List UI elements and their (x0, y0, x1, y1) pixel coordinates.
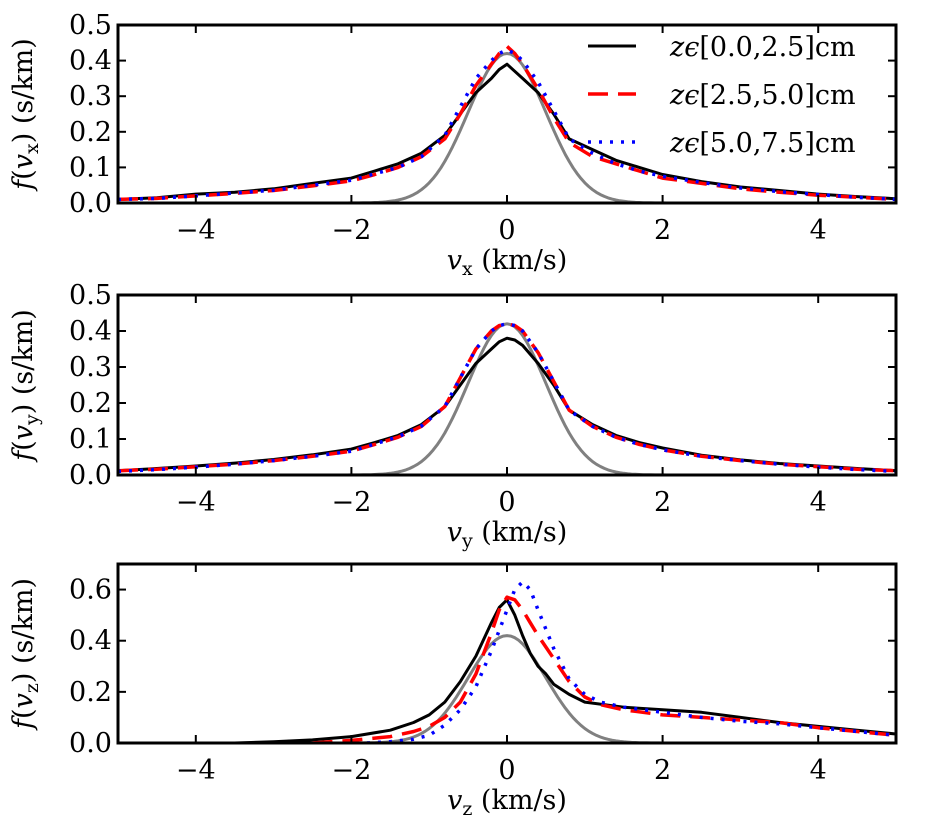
series-group (118, 580, 896, 743)
x-tick-label: 2 (654, 487, 671, 518)
y-tick-label: 0.2 (69, 117, 112, 148)
y-tick-label: 0.0 (69, 728, 112, 759)
x-tick-label: 2 (654, 215, 671, 246)
x-tick-label: −2 (331, 487, 371, 518)
gaussian-line (118, 52, 896, 203)
y-tick-label: 0.1 (69, 152, 112, 183)
y-axis-label: f(vz) (s/km) (8, 578, 43, 731)
series-line (118, 322, 896, 474)
gaussian-line (118, 322, 896, 475)
series-line (234, 598, 896, 743)
y-axis-label: f(vy) (s/km) (8, 309, 43, 463)
x-tick-label: −4 (176, 215, 216, 246)
series-line (118, 336, 896, 473)
y-tick-label: 0.4 (69, 46, 112, 77)
legend: zϵ[0.0,2.5]cm zϵ[2.5,5.0]cm zϵ[5.0,7.5]cm (588, 32, 856, 159)
plot-frame (116, 293, 898, 477)
y-tick-label: 0.6 (69, 575, 112, 606)
panel-vz: −4 −2 0 2 4 0.0 0.2 0.4 0.6 vz (km/s) f(vz) (s/km) (8, 562, 898, 820)
x-tick-label: 0 (498, 755, 515, 786)
legend-label: zϵ[0.0,2.5]cm (669, 32, 856, 63)
x-tick-label: −4 (176, 487, 216, 518)
y-tick-label: 0.5 (69, 280, 112, 311)
panel-vy: −4 −2 0 2 4 0.0 0.1 0.2 0.3 0.4 0.5 vy (km/s) f(vy) … (8, 280, 898, 552)
y-tick-label: 0.1 (69, 424, 112, 455)
panel-vx: −4 −2 0 2 4 0.0 0.1 0.2 0.3 0.4 0.5 vx (km/s) f(vx) … (8, 10, 898, 280)
x-tick-label: 4 (810, 215, 827, 246)
x-axis-label: vx (km/s) (447, 245, 568, 280)
legend-label: zϵ[5.0,7.5]cm (669, 128, 856, 159)
y-tick-label: 0.2 (69, 677, 112, 708)
series-line (312, 595, 896, 743)
x-tick-label: −2 (331, 215, 371, 246)
series-line (118, 322, 896, 473)
series-line (366, 580, 896, 743)
x-tick-label: −2 (331, 755, 371, 786)
y-tick-label: 0.3 (69, 81, 112, 112)
series-line (118, 62, 896, 201)
y-tick-label: 0.0 (69, 188, 112, 219)
x-tick-label: 0 (498, 215, 515, 246)
x-tick-label: 2 (654, 755, 671, 786)
x-tick-label: 0 (498, 487, 515, 518)
y-tick-label: 0.0 (69, 460, 112, 491)
x-tick-label: 4 (810, 755, 827, 786)
series-line (118, 44, 896, 202)
x-axis-label: vz (km/s) (447, 785, 567, 820)
y-tick-label: 0.5 (69, 10, 112, 41)
series-group (118, 322, 896, 475)
x-tick-label: 4 (810, 487, 827, 518)
y-axis-label: f(vx) (s/km) (8, 38, 43, 192)
x-axis-label: vy (km/s) (447, 517, 568, 552)
y-tick-label: 0.4 (69, 626, 112, 657)
plot-frame (116, 562, 898, 745)
series-line (118, 48, 896, 202)
y-tick-label: 0.2 (69, 388, 112, 419)
y-tick-label: 0.4 (69, 316, 112, 347)
x-tick-label: −4 (176, 755, 216, 786)
series-group (118, 44, 896, 203)
legend-label: zϵ[2.5,5.0]cm (669, 80, 856, 111)
y-tick-label: 0.3 (69, 352, 112, 383)
gaussian-line (118, 634, 896, 743)
